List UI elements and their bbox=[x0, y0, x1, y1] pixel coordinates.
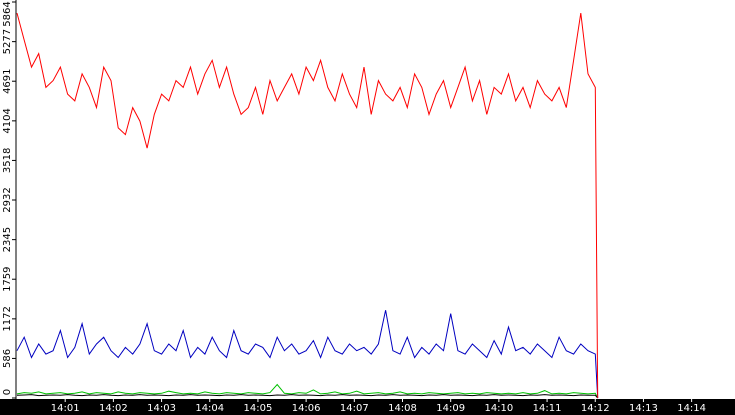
series-line bbox=[16, 394, 599, 399]
y-tick-label: 2345 bbox=[2, 227, 13, 252]
series-line bbox=[16, 383, 599, 399]
x-tick-label: 14:02 bbox=[99, 403, 128, 414]
x-tick-label: 14:09 bbox=[436, 403, 465, 414]
x-tick-label: 14:04 bbox=[195, 403, 224, 414]
y-tick-label: 4691 bbox=[2, 68, 13, 93]
x-tick-label: 14:11 bbox=[533, 403, 562, 414]
x-tick-label: 14:13 bbox=[629, 403, 658, 414]
x-axis-bar bbox=[0, 399, 735, 415]
x-tick-label: 14:01 bbox=[51, 403, 80, 414]
y-tick-label: 5277 bbox=[2, 29, 13, 54]
series-line bbox=[16, 310, 599, 399]
y-tick-label: 1759 bbox=[2, 266, 13, 291]
y-tick-label: 586 bbox=[2, 349, 13, 368]
y-tick-label: 2932 bbox=[2, 187, 13, 212]
y-tick-label: 4104 bbox=[2, 108, 13, 133]
x-tick-label: 14:14 bbox=[677, 403, 706, 414]
x-tick-label: 14:06 bbox=[292, 403, 321, 414]
y-tick-label: 1172 bbox=[2, 306, 13, 331]
x-tick-label: 14:07 bbox=[340, 403, 369, 414]
x-tick-label: 14:12 bbox=[581, 403, 610, 414]
y-tick-label: 0 bbox=[2, 389, 13, 395]
series-line bbox=[16, 12, 599, 399]
y-tick-label: 5864 bbox=[2, 1, 13, 26]
x-tick-label: 14:08 bbox=[388, 403, 417, 414]
x-tick-label: 14:03 bbox=[147, 403, 176, 414]
x-tick-label: 14:10 bbox=[484, 403, 513, 414]
y-tick-label: 3518 bbox=[2, 148, 13, 173]
x-tick-label: 14:05 bbox=[244, 403, 273, 414]
